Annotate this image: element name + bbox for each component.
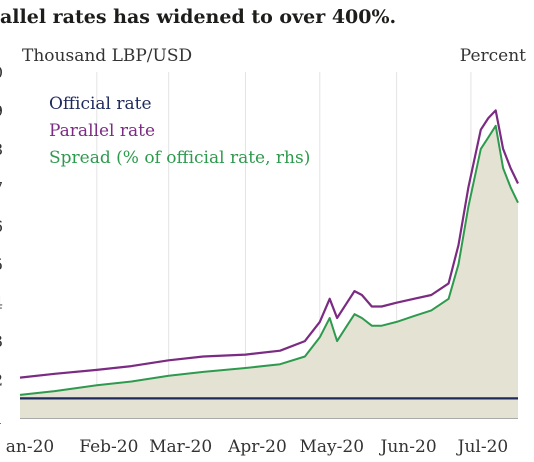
series-area-spread-of-official-rate-rhs: [20, 125, 518, 419]
x-axis-ticks: an-20 Feb-20 Mar-20 Apr-20 May-20 Jun-20 Jul-2…: [6, 437, 508, 457]
y-tick-label: 0: [0, 63, 3, 82]
y-tick-label: 3: [0, 332, 3, 351]
left-axis-unit: Thousand LBP/USD: [22, 46, 192, 66]
y-tick-label: 8: [0, 140, 3, 159]
x-tick-label: Mar-20: [149, 437, 212, 457]
series-layer: [19, 109, 519, 419]
x-tick-label: Feb-20: [79, 437, 138, 457]
y-tick-label: 9: [0, 101, 3, 120]
x-tick-label: an-20: [6, 437, 54, 457]
y-tick-label: 1: [0, 409, 3, 428]
legend-label-parallel-rate: Parallel rate: [49, 121, 155, 141]
right-axis-unit: Percent: [460, 46, 526, 66]
plot-area: [19, 72, 519, 419]
y-axis-ticks: 1 2 3 4 5 6 7 8 9 0: [0, 63, 3, 428]
x-tick-label: Jun-20: [379, 437, 437, 457]
series-line-parallel-rate: [19, 109, 519, 379]
y-tick-label: 7: [0, 178, 3, 197]
x-tick-label: May-20: [300, 437, 365, 457]
x-tick-label: Jul-20: [456, 437, 509, 457]
chart-title: allel rates has widened to over 400%.: [0, 6, 396, 28]
y-tick-label: 4: [0, 294, 3, 313]
legend: Official rate Parallel rate Spread (% of o…: [49, 94, 310, 168]
series-line-spread-of-official-rate-rhs: [19, 124, 519, 396]
y-tick-label: 5: [0, 255, 3, 274]
legend-label-official-rate: Official rate: [49, 94, 152, 114]
x-tick-label: Apr-20: [227, 437, 287, 457]
y-tick-label: 2: [0, 371, 3, 390]
legend-label-spread-of-official-rate-rhs: Spread (% of official rate, rhs): [49, 148, 310, 168]
y-tick-label: 6: [0, 217, 3, 236]
